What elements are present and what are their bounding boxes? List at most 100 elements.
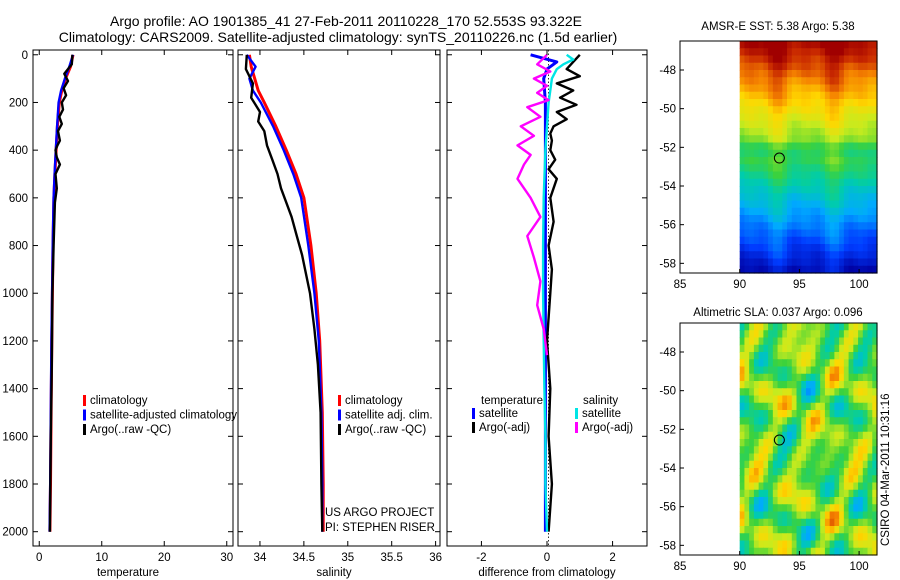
- sla_map-cell: [777, 424, 783, 433]
- sla_map-cell: [834, 388, 840, 397]
- sla_map-cell: [768, 402, 774, 411]
- sla_map-cell: [815, 359, 821, 368]
- sla_map-cell: [839, 388, 845, 397]
- sla_map-cell: [820, 518, 826, 527]
- sla_map-cell: [858, 381, 864, 389]
- sst_map-cell: [801, 157, 807, 165]
- sst_map-cell: [749, 48, 755, 57]
- sst_map-cell: [777, 120, 783, 129]
- sst_map-cell: [858, 106, 864, 115]
- sst_map-cell: [843, 142, 850, 151]
- sla_map-cell: [763, 381, 769, 389]
- sla_map-cell: [782, 482, 788, 491]
- sla_map-cell: [791, 402, 798, 411]
- sst_map-ytick-label: -54: [659, 181, 676, 193]
- sst_map-cell: [848, 251, 854, 260]
- sst_map-cell: [758, 222, 764, 231]
- temperature-legend-climatology-swatch: [83, 395, 86, 406]
- sla_map-cell: [801, 323, 807, 331]
- sla_map-cell: [815, 352, 821, 360]
- sst_map-cell: [829, 91, 835, 100]
- sst_map-cell: [834, 157, 840, 165]
- sla_map-cell: [810, 424, 817, 433]
- sla_map-cell: [843, 352, 850, 360]
- sla_map-cell: [763, 547, 769, 556]
- sla_map-cell: [744, 540, 750, 549]
- sst_map-cell: [824, 244, 831, 252]
- sla_map-cell: [772, 431, 779, 440]
- sla_map-cell: [810, 453, 817, 462]
- sst_map-cell: [843, 265, 850, 274]
- sla_map-cell: [872, 352, 878, 360]
- sst_map-cell: [853, 99, 859, 107]
- sst_map-cell: [744, 236, 750, 245]
- sla_map-cell: [853, 359, 859, 368]
- sst_map-cell: [862, 178, 869, 187]
- sst_map-cell: [843, 178, 850, 187]
- sst_map-cell: [763, 258, 769, 267]
- sla_map-cell: [763, 388, 769, 397]
- sst_map-cell: [867, 149, 873, 158]
- sla_map-cell: [862, 395, 869, 404]
- sst_map-cell: [820, 207, 826, 216]
- sst_map-cell: [834, 229, 840, 238]
- sst_map-cell: [805, 215, 812, 223]
- sst_map-cell: [791, 178, 798, 187]
- sst_map-cell: [829, 113, 835, 122]
- sst_map-cell: [839, 62, 845, 71]
- sla_map-cell: [820, 337, 826, 346]
- sla_map-cell: [758, 468, 764, 476]
- sla_map-cell: [796, 431, 802, 440]
- sst_map-cell: [858, 62, 864, 71]
- sla_map-cell: [843, 547, 850, 556]
- sst_map-cell: [867, 164, 873, 173]
- sla_map-cell: [739, 489, 746, 498]
- sst_map-cell: [758, 236, 764, 245]
- sst_map-cell: [862, 70, 869, 78]
- sst_map-cell: [834, 149, 840, 158]
- sla_map-cell: [834, 402, 840, 411]
- sla_map-cell: [815, 330, 821, 339]
- sla_map-cell: [749, 359, 755, 368]
- sla_map-cell: [862, 366, 869, 375]
- sst_map-cell: [862, 186, 869, 194]
- sst_map-cell: [872, 200, 878, 209]
- sst_map-cell: [758, 48, 764, 57]
- sla_map-cell: [772, 417, 779, 426]
- sst_map-cell: [782, 171, 788, 180]
- sst_map-cell: [862, 128, 869, 136]
- sst_map-cell: [777, 244, 783, 252]
- sst_map-cell: [753, 207, 760, 216]
- salinity-legend-satellite-adj-clim-label: satellite adj. clim.: [345, 410, 433, 422]
- sla_map-cell: [820, 359, 826, 368]
- sla_map-cell: [772, 323, 779, 331]
- sst_map-cell: [777, 135, 783, 144]
- sla_map-cell: [858, 475, 864, 484]
- sst_map-cell: [824, 62, 831, 71]
- sst_map-cell: [848, 142, 854, 151]
- sst_map-cell: [791, 135, 798, 144]
- sla_map-cell: [839, 475, 845, 484]
- sla_map-cell: [853, 446, 859, 455]
- sla_map-cell: [867, 431, 873, 440]
- sst_map-cell: [763, 207, 769, 216]
- sst_map-cell: [805, 164, 812, 173]
- sst_map-cell: [872, 120, 878, 129]
- sla-argo-marker: [773, 434, 785, 446]
- sst_map-cell: [824, 178, 831, 187]
- sst_map-cell: [744, 142, 750, 151]
- sla_map-cell: [787, 352, 793, 360]
- sla_map-cell: [768, 504, 774, 513]
- sst_map-cell: [848, 91, 854, 100]
- sla_map-cell: [834, 352, 840, 360]
- sla_map-cell: [858, 526, 864, 534]
- sst_map-cell: [777, 99, 783, 107]
- sla_map-cell: [768, 410, 774, 418]
- sst_map-cell: [796, 128, 802, 136]
- sla_map-cell: [744, 475, 750, 484]
- sst_map-cell: [872, 70, 878, 78]
- sst_map-cell: [872, 229, 878, 238]
- sla_map-cell: [829, 344, 835, 353]
- sst_map-cell: [753, 70, 760, 78]
- sla_map-cell: [801, 489, 807, 498]
